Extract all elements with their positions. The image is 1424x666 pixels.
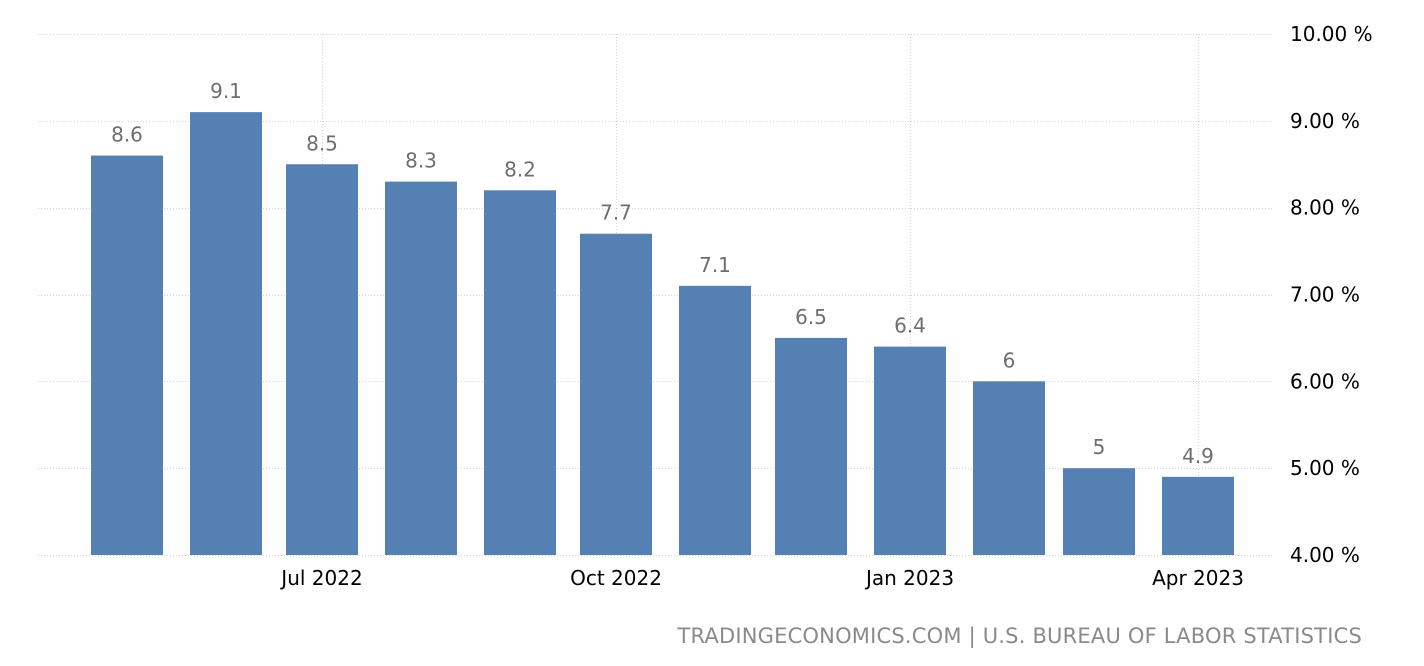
bar[interactable] xyxy=(286,164,358,555)
bar-value-label: 7.1 xyxy=(699,253,731,277)
bar-value-label: 9.1 xyxy=(210,79,242,103)
y-tick-label: 8.00 % xyxy=(1290,196,1360,220)
bar-value-label: 4.9 xyxy=(1182,444,1214,468)
bar[interactable] xyxy=(484,190,556,556)
bar-value-label: 7.7 xyxy=(600,201,632,225)
bar[interactable] xyxy=(874,346,946,555)
y-tick-label: 6.00 % xyxy=(1290,369,1360,393)
bar-value-label: 8.5 xyxy=(306,131,338,155)
bar-value-label: 8.3 xyxy=(405,149,437,173)
bar[interactable] xyxy=(580,233,652,555)
bars xyxy=(91,112,1234,556)
y-tick-label: 9.00 % xyxy=(1290,109,1360,133)
bar[interactable] xyxy=(973,381,1045,555)
x-tick-label: Apr 2023 xyxy=(1152,566,1244,590)
bar-value-label: 6.5 xyxy=(795,305,827,329)
bar[interactable] xyxy=(775,337,847,555)
y-tick-label: 5.00 % xyxy=(1290,456,1360,480)
bar-value-label: 6 xyxy=(1003,348,1016,372)
y-tick-label: 7.00 % xyxy=(1290,283,1360,307)
x-tick-label: Jul 2022 xyxy=(279,566,362,590)
source-credit: TRADINGECONOMICS.COM | U.S. BUREAU OF LA… xyxy=(677,624,1362,648)
x-tick-label: Jan 2023 xyxy=(864,566,954,590)
bar-value-labels: 8.6 9.1 8.5 8.3 8.2 7.7 7.1 6.5 6.4 6 5 4.9 xyxy=(111,79,1214,468)
bar-value-label: 8.2 xyxy=(504,157,536,181)
bar[interactable] xyxy=(679,285,751,555)
bar[interactable] xyxy=(1063,468,1135,555)
bar[interactable] xyxy=(385,181,457,555)
x-axis-tick-labels: Jul 2022 Oct 2022 Jan 2023 Apr 2023 xyxy=(279,566,1244,590)
bar[interactable] xyxy=(91,155,163,556)
x-tick-label: Oct 2022 xyxy=(570,566,662,590)
y-tick-label: 4.00 % xyxy=(1290,543,1360,567)
bar[interactable] xyxy=(190,112,262,556)
bar-value-label: 5 xyxy=(1093,435,1106,459)
y-tick-label: 10.00 % xyxy=(1290,22,1373,46)
bar-value-label: 8.6 xyxy=(111,123,143,147)
bar[interactable] xyxy=(1162,476,1234,555)
bar-value-label: 6.4 xyxy=(894,314,926,338)
y-axis-tick-labels: 4.00 % 5.00 % 6.00 % 7.00 % 8.00 % 9.00 % 10.0… xyxy=(1290,22,1373,567)
